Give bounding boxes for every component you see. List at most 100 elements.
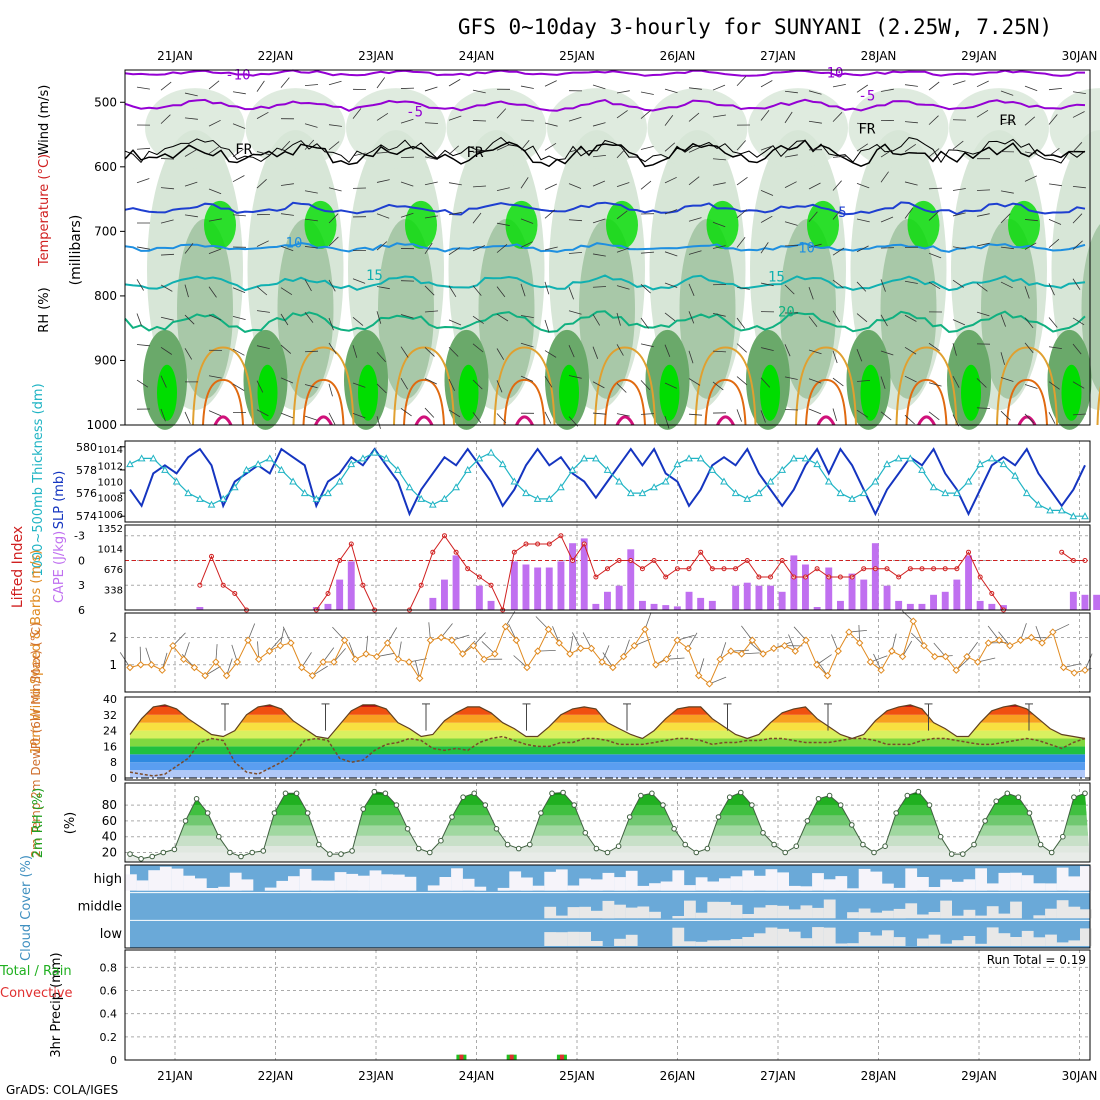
wind-speed-point [276,641,284,650]
cape-bar [650,603,658,610]
wind-barb [1024,384,1038,389]
freezing-level-contour [124,136,1086,164]
contour-label: 5 [838,205,846,221]
cloud-clear-block [695,877,708,891]
wind-barb [856,122,871,125]
wind-barb [496,348,505,360]
cloud-clear-block [1045,908,1057,919]
warm-contour-25 [694,346,757,426]
rh-shade-region [880,218,937,399]
cloud-clear-block [555,932,568,946]
rh-point [993,798,1000,805]
wind-barb [952,140,964,150]
wind-barb [160,375,167,388]
wind-barb [976,80,989,88]
cloud-clear-block [136,880,149,891]
wind-barb-10m [552,626,560,644]
warm-contour-25 [996,346,1058,426]
wind-barb-10m [602,652,614,668]
wind-barb [928,281,941,290]
wind-barb [544,183,557,190]
wind-barb [736,343,747,353]
cloud-clear-block [788,909,801,919]
cloud-clear-block [695,941,708,946]
wind-barb [664,251,678,257]
wind-barb [1000,377,1014,382]
wind-speed-point [1038,639,1046,647]
wind-barb [616,312,621,326]
wind-barb [352,345,358,358]
wind-barb [400,408,412,417]
wind-barb [1048,317,1058,328]
wind-barb [376,351,386,363]
wind-barb [760,377,771,388]
wind-barb [856,349,863,362]
wind-barb-10m [204,666,221,676]
y-tick-label: 600 [94,160,117,174]
wind-barb [808,287,814,300]
wind-barb [280,140,291,151]
cloud-clear-block [544,932,557,946]
rh-point [826,792,833,799]
wind-barb [1048,381,1060,390]
cloud-clear-block [1045,883,1057,891]
cape-bar [697,597,705,610]
wind-speed-point [587,644,596,653]
wind-frame [124,612,1091,693]
slp-axis-label: SLP (mb) [52,471,67,530]
cape-bar [662,605,670,610]
wind-barb [424,156,438,160]
wind-barb [856,84,869,93]
thickness-point [824,477,833,485]
precip-axis-label: 3hr Precip (mm) [49,952,64,1057]
cape-bar [441,579,448,610]
wind-barb [376,213,390,219]
wind-barb [976,242,990,247]
rh-point [571,802,578,808]
wind-barb [664,416,670,429]
wind-barb [1072,91,1086,94]
wind-barb [424,285,435,296]
cloud-clear-block [567,931,580,946]
cloud-clear-block [637,906,650,919]
wind-barb [568,345,575,358]
cloud-clear-block [660,881,673,891]
thickness-point [149,454,158,462]
wind-barb [496,187,510,192]
wind-barb [328,279,336,292]
wind-barb [448,319,462,326]
y-tick-label: 0 [110,1054,117,1067]
wind-barb [880,247,895,249]
lifted-index-line [409,534,1004,612]
wind-barb [760,145,774,151]
rh-point [304,810,311,816]
warm-contour-30 [202,378,244,426]
wind-speed-point [855,639,864,647]
cloud-clear-block [847,888,859,891]
lifted-index-line [1061,551,1085,561]
wind-barb [328,317,334,331]
wind-barb [184,314,195,325]
cloud-clear-block [625,934,638,946]
wind-barb [160,346,173,355]
wind-barb [448,211,462,216]
cloud-clear-block [951,881,964,891]
wind-barb [808,408,822,415]
cloud-clear-block [1033,915,1046,919]
wind-speed-point [1070,669,1078,677]
rh-point [338,851,344,857]
wind-barb [520,139,530,151]
cloud-clear-block [917,914,929,919]
wind-barb-10m [719,642,727,660]
slp-frame [124,440,1091,523]
wind-barb [376,311,382,324]
wind-speed-point [662,655,671,664]
rh-point [1015,794,1022,801]
wind-barb-10m [312,665,328,676]
cloud-clear-block [975,915,987,919]
wind-speed-point [426,636,435,644]
thickness-point [452,483,460,491]
rh-point [438,837,444,844]
rh-point [316,841,322,848]
wind-speed-point [705,680,714,688]
